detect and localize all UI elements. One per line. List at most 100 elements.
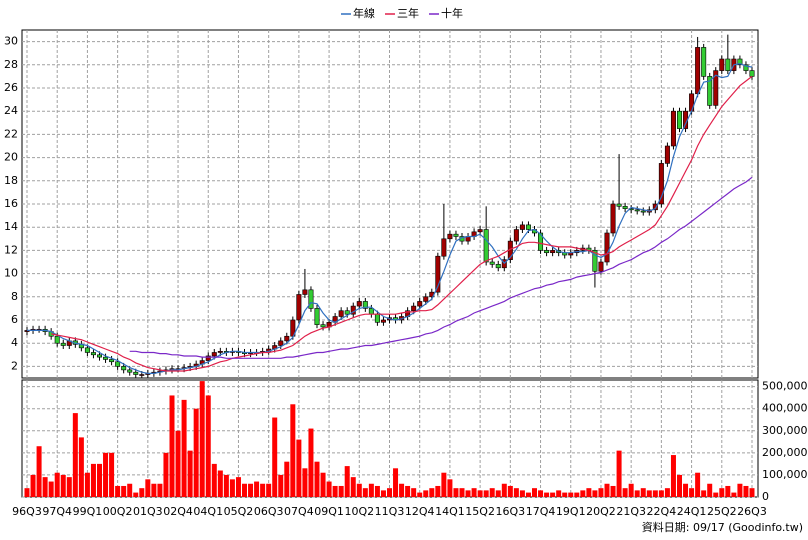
volume-bar <box>151 483 157 497</box>
candle-body <box>538 232 544 251</box>
volume-bar <box>592 490 598 497</box>
volume-bar <box>658 490 664 497</box>
volume-bar <box>248 483 254 497</box>
legend-label: 三年 <box>397 6 419 20</box>
volume-bar <box>139 488 145 497</box>
candle-body <box>54 335 60 344</box>
x-tick-label: 97Q4 <box>42 505 72 518</box>
source-note: 資料日期: 09/17 (Goodinfo.tw) <box>642 520 803 534</box>
candle-body <box>411 305 417 312</box>
volume-bar <box>254 481 260 497</box>
volume-bar <box>471 488 477 497</box>
volume-bar <box>689 488 695 497</box>
volume-bar <box>223 474 229 497</box>
volume-bar <box>459 488 465 497</box>
candle-body <box>634 209 640 212</box>
candle-body <box>519 224 525 230</box>
volume-tick-label: 500,000 <box>762 380 808 393</box>
volume-bar <box>707 483 713 497</box>
volume-bar <box>260 483 266 497</box>
volume-bar <box>157 483 163 497</box>
candle-body <box>725 58 731 71</box>
volume-bar <box>725 485 731 497</box>
candle-body <box>477 229 483 233</box>
volume-bar <box>205 395 211 497</box>
candle-body <box>217 351 223 353</box>
volume-bar <box>344 466 350 497</box>
candle-body <box>592 250 598 272</box>
x-tick-label: 24Q1 <box>677 505 707 518</box>
candle-body <box>676 110 682 129</box>
candle-body <box>139 374 145 376</box>
volume-bar <box>525 492 531 497</box>
candle-body <box>296 294 302 321</box>
y-tick-label: 30 <box>4 35 18 48</box>
volume-bar <box>97 463 102 497</box>
volume-bar <box>574 492 580 497</box>
volume-bar <box>737 483 743 497</box>
volume-bar <box>308 428 314 497</box>
volume-bar <box>387 488 392 497</box>
candle-body <box>640 210 646 213</box>
y-tick-label: 14 <box>4 220 18 233</box>
volume-bar <box>550 492 556 497</box>
volume-bar <box>175 430 181 497</box>
volume-bar <box>272 417 278 497</box>
volume-bar <box>60 474 66 497</box>
volume-bar <box>211 463 217 497</box>
candle-body <box>284 335 290 342</box>
volume-bar <box>380 490 386 497</box>
volume-bar <box>24 488 30 497</box>
volume-bar <box>598 488 604 497</box>
candle-body <box>109 359 115 363</box>
volume-bar <box>670 455 676 497</box>
volume-bar <box>429 488 435 497</box>
volume-bar <box>169 395 175 497</box>
volume-bar <box>423 490 429 497</box>
candle-body <box>121 366 127 371</box>
ma-line <box>27 62 753 374</box>
candle-body <box>133 371 139 375</box>
volume-bar <box>30 474 36 497</box>
volume-bar <box>483 490 489 497</box>
volume-tick-label: 400,000 <box>762 402 808 415</box>
y-tick-label: 26 <box>4 81 18 94</box>
volume-bar <box>115 485 121 497</box>
volume-bar <box>562 492 568 497</box>
volume-bar <box>368 483 374 497</box>
volume-bar <box>145 479 151 497</box>
ma-line <box>51 75 753 372</box>
volume-tick-label: 200,000 <box>762 446 808 459</box>
volume-bar <box>36 446 42 497</box>
volume-bar <box>103 452 109 497</box>
volume-bar <box>133 492 139 497</box>
volume-bar <box>731 492 737 497</box>
legend-label: 十年 <box>441 6 463 20</box>
candle-body <box>701 47 707 77</box>
volume-bar <box>513 488 519 497</box>
candle-body <box>598 261 604 272</box>
volume-bar <box>54 472 60 497</box>
volume-bar <box>338 485 344 497</box>
volume-bar <box>284 461 290 497</box>
volume-tick-label: 100,000 <box>762 468 808 481</box>
x-tick-label: 14Q1 <box>435 505 465 518</box>
volume-bar <box>628 483 634 497</box>
candle-body <box>435 255 441 293</box>
volume-bar <box>616 450 622 497</box>
volume-bar <box>181 399 187 497</box>
volume-bar <box>362 488 368 497</box>
volume-bar <box>84 472 90 497</box>
candle-body <box>622 206 628 209</box>
candle-body <box>423 296 429 302</box>
volume-bar <box>266 483 272 497</box>
candle-body <box>314 308 320 325</box>
volume-bar <box>538 490 544 497</box>
x-tick-label: 05Q2 <box>224 505 254 518</box>
candle-body <box>356 301 362 307</box>
y-tick-label: 6 <box>11 313 18 326</box>
volume-bar <box>405 485 411 497</box>
volume-bar <box>719 488 725 497</box>
volume-tick-label: 0 <box>762 490 769 503</box>
